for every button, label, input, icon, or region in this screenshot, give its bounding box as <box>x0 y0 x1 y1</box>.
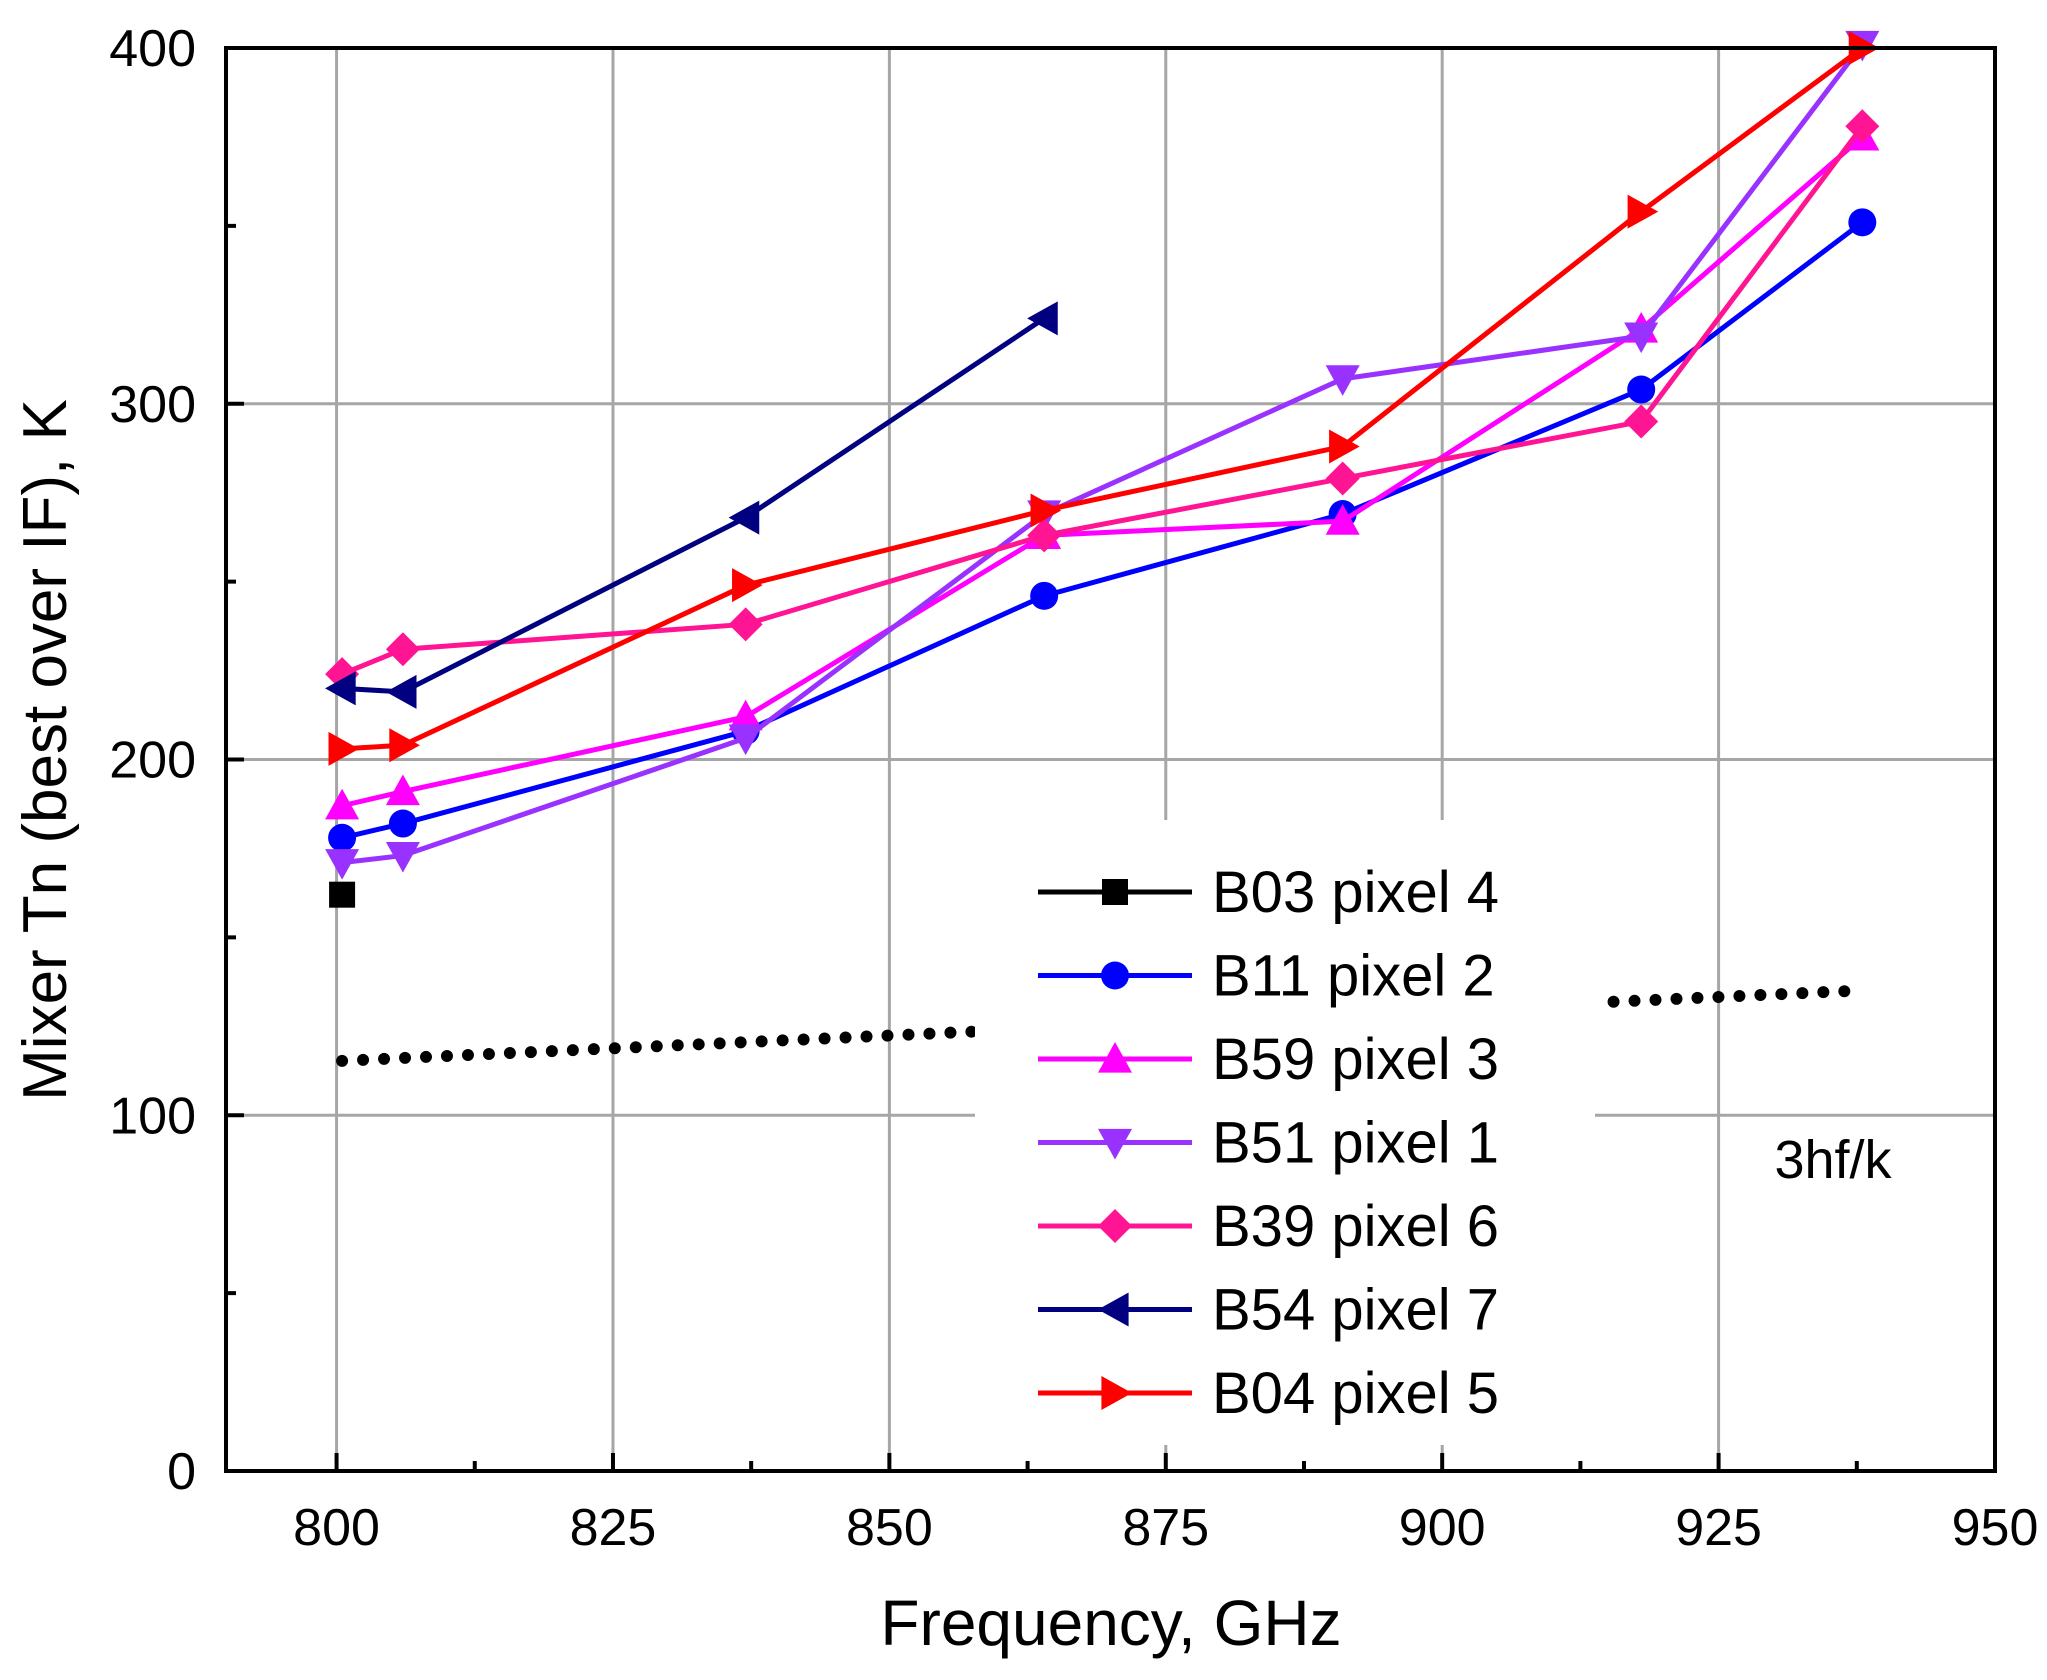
y-tick-label: 400 <box>109 20 196 78</box>
data-point-b51-pixel-1 <box>1624 322 1659 354</box>
data-point-b39-pixel-6 <box>385 632 420 667</box>
data-point-b51-pixel-1 <box>325 849 360 880</box>
data-point-b11-pixel-2 <box>1627 375 1656 404</box>
data-point-b04-pixel-5 <box>1329 429 1360 464</box>
data-point-b59-pixel-3 <box>1325 504 1360 535</box>
legend-label-b51-pixel-1: B51 pixel 1 <box>1212 1111 1499 1176</box>
legend-label-b11-pixel-2: B11 pixel 2 <box>1212 944 1495 1009</box>
data-point-b54-pixel-7 <box>1027 301 1058 336</box>
legend-marker-b03-pixel-4 <box>1102 879 1128 905</box>
legend-marker-b11-pixel-2 <box>1101 961 1129 990</box>
annotation-3hfk: 3hf/k <box>1774 1130 1892 1190</box>
legend: B03 pixel 4 B11 pixel 2 B59 pixel 3 B51 pix… <box>975 820 1595 1445</box>
x-axis-label: Frequency, GHz <box>880 1587 1341 1659</box>
data-point-b11-pixel-2 <box>388 809 417 838</box>
series-line-b54-pixel-7 <box>341 316 1046 695</box>
data-point-b39-pixel-6 <box>1027 518 1062 553</box>
x-tick-label: 800 <box>293 1499 380 1557</box>
legend-label-b39-pixel-6: B39 pixel 6 <box>1212 1194 1499 1259</box>
series-b59-pixel-3 <box>325 119 1880 820</box>
grid-layer <box>226 48 1995 1471</box>
legend-label-b54-pixel-7: B54 pixel 7 <box>1212 1278 1499 1343</box>
y-tick-label: 300 <box>109 376 196 434</box>
x-tick-label: 825 <box>570 1499 657 1557</box>
reference-line-3hfk <box>1607 984 1869 1008</box>
series-b54-pixel-7 <box>325 301 1058 709</box>
y-tick-label: 200 <box>109 732 196 790</box>
data-point-b39-pixel-6 <box>728 607 763 642</box>
legend-label-b59-pixel-3: B59 pixel 3 <box>1212 1027 1499 1092</box>
data-point-b59-pixel-3 <box>728 699 763 731</box>
axes-layer: 800 825 850 875 900 925 950 0 100 200 300 400 <box>109 20 2038 1557</box>
x-tick-label: 850 <box>846 1499 933 1557</box>
series-line-b11-pixel-2 <box>341 220 1864 841</box>
data-point-b39-pixel-6 <box>1624 404 1659 439</box>
data-point-b11-pixel-2 <box>1030 581 1059 610</box>
data-point-b04-pixel-5 <box>328 731 360 766</box>
data-point-b51-pixel-1 <box>385 841 420 873</box>
data-point-b39-pixel-6 <box>1845 109 1880 144</box>
data-point-b04-pixel-5 <box>389 728 420 763</box>
data-point-b39-pixel-6 <box>1325 461 1360 496</box>
x-tick-label: 900 <box>1399 1499 1486 1557</box>
legend-marker-b04-pixel-5 <box>1101 1376 1132 1410</box>
series-b51-pixel-1 <box>325 30 1880 880</box>
legend-marker-b39-pixel-6 <box>1098 1209 1132 1243</box>
data-point-b59-pixel-3 <box>325 788 360 820</box>
data-point-b03-pixel-4 <box>329 881 356 908</box>
data-point-b04-pixel-5 <box>1627 194 1659 229</box>
data-point-b04-pixel-5 <box>732 568 763 603</box>
data-point-b59-pixel-3 <box>385 774 420 806</box>
data-point-b04-pixel-5 <box>1030 493 1062 528</box>
data-point-b54-pixel-7 <box>728 500 760 535</box>
legend-marker-b51-pixel-1 <box>1098 1128 1132 1160</box>
data-point-b51-pixel-1 <box>1325 365 1360 396</box>
series-line-b51-pixel-1 <box>341 42 1865 866</box>
y-axis-label: Mixer Tn (best over IF), K <box>11 399 80 1101</box>
x-tick-label: 875 <box>1122 1499 1209 1557</box>
y-tick-label: 100 <box>109 1087 196 1145</box>
data-point-b54-pixel-7 <box>385 674 417 709</box>
reference-line-layer <box>336 984 1869 1067</box>
legend-label-b04-pixel-5: B04 pixel 5 <box>1212 1361 1499 1426</box>
data-point-b11-pixel-2 <box>328 823 357 852</box>
series-b39-pixel-6 <box>325 109 1880 692</box>
series-b11-pixel-2 <box>328 208 1877 852</box>
series-line-b59-pixel-3 <box>341 135 1864 809</box>
data-point-b51-pixel-1 <box>728 724 763 756</box>
series-b03-pixel-4 <box>329 881 356 908</box>
data-point-b11-pixel-2 <box>1848 208 1877 237</box>
series-layer <box>325 30 1880 908</box>
legend-label-b03-pixel-4: B03 pixel 4 <box>1212 860 1499 925</box>
y-tick-label: 0 <box>167 1443 196 1501</box>
legend-marker-b54-pixel-7 <box>1098 1292 1129 1327</box>
reference-line-3hfk <box>336 1025 979 1067</box>
data-point-b54-pixel-7 <box>325 671 356 706</box>
x-tick-label: 925 <box>1675 1499 1762 1557</box>
legend-background <box>975 820 1595 1445</box>
legend-marker-b59-pixel-3 <box>1098 1042 1132 1073</box>
x-tick-label: 950 <box>1952 1499 2039 1557</box>
